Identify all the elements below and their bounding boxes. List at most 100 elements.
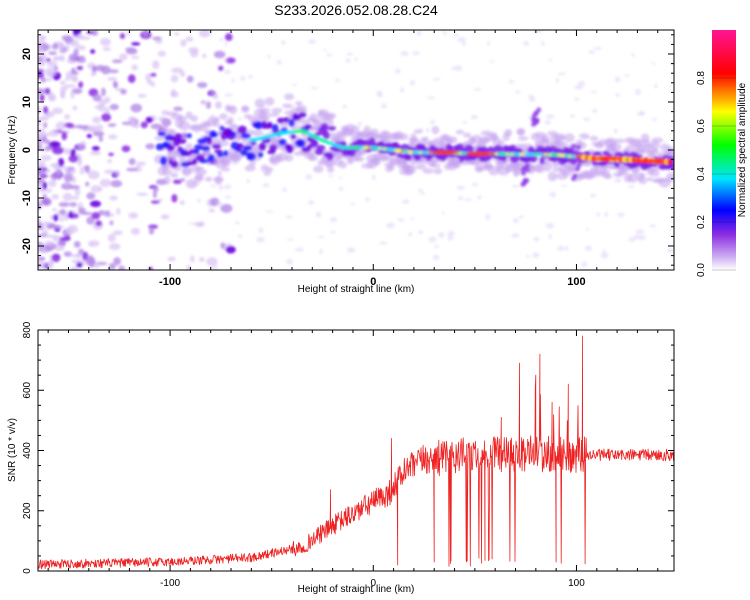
faint-speckle xyxy=(310,86,318,90)
ridge-halo xyxy=(650,168,660,177)
noise-blob xyxy=(86,30,94,35)
noise-blob xyxy=(97,210,106,216)
faint-speckle xyxy=(349,202,356,205)
faint-speckle xyxy=(557,245,564,252)
faint-speckle xyxy=(209,184,217,188)
chart-title: S233.2026.052.08.28.C24 xyxy=(274,2,438,18)
faint-speckle xyxy=(285,215,293,219)
faint-speckle xyxy=(533,236,540,242)
noise-blob xyxy=(125,48,138,55)
noise-blob xyxy=(48,94,57,102)
faint-speckle xyxy=(464,198,473,201)
faint-speckle xyxy=(447,230,455,237)
snr-y-tick-label: 0 xyxy=(22,568,33,574)
noise-blob xyxy=(54,170,62,178)
noise-blob xyxy=(48,51,58,56)
faint-speckle xyxy=(378,92,383,98)
faint-speckle xyxy=(294,247,304,252)
noise-blob xyxy=(70,265,75,270)
faint-speckle xyxy=(417,188,424,193)
snr-x-tick-label: 100 xyxy=(568,578,585,589)
ridge-core xyxy=(246,152,257,161)
noise-blob xyxy=(40,77,47,83)
ridge-core xyxy=(174,133,183,140)
faint-speckle xyxy=(628,237,636,242)
noise-blob xyxy=(83,165,89,170)
ridge-halo xyxy=(550,162,560,168)
noise-blob xyxy=(213,50,226,59)
noise-streak xyxy=(572,149,578,155)
ridge-halo xyxy=(158,116,167,122)
ridge-halo xyxy=(615,138,627,143)
noise-blob xyxy=(179,178,186,182)
faint-speckle xyxy=(654,83,658,89)
noise-blob xyxy=(198,30,211,38)
noise-blob xyxy=(78,207,86,215)
noise-blob xyxy=(105,210,110,217)
ridge-halo xyxy=(338,161,347,169)
noise-blob xyxy=(89,151,102,156)
noise-blob xyxy=(131,55,140,59)
faint-speckle xyxy=(308,200,315,205)
ridge-halo xyxy=(185,143,193,150)
faint-speckle xyxy=(216,202,224,208)
ridge-core xyxy=(493,144,504,154)
faint-speckle xyxy=(574,84,584,90)
spectrogram-y-tick-label: -10 xyxy=(21,190,33,206)
faint-speckle xyxy=(639,111,646,116)
ridge-core xyxy=(662,154,671,160)
noise-blob xyxy=(208,208,215,213)
ridge-core xyxy=(400,143,410,151)
ridge-halo xyxy=(579,133,590,139)
noise-blob xyxy=(131,42,141,46)
faint-speckle xyxy=(526,254,530,258)
ridge-core xyxy=(237,142,244,150)
noise-blob xyxy=(131,64,138,71)
faint-speckle xyxy=(418,229,423,235)
noise-blob xyxy=(57,157,65,167)
noise-blob xyxy=(93,262,100,269)
ridge-halo xyxy=(453,159,461,169)
faint-speckle xyxy=(583,117,590,122)
ridge-core xyxy=(223,150,229,157)
faint-speckle xyxy=(281,40,286,45)
snr-y-tick-label: 200 xyxy=(22,502,33,519)
faint-speckle xyxy=(614,76,621,83)
ridge-halo xyxy=(259,107,270,113)
ridge-halo xyxy=(213,176,224,183)
snr-ylabel: SNR (10 * v/v) xyxy=(7,418,18,482)
ridge-halo xyxy=(275,152,288,162)
noise-blob xyxy=(70,196,80,200)
ridge-halo xyxy=(266,166,274,173)
noise-blob xyxy=(113,81,119,89)
faint-speckle xyxy=(286,238,294,241)
faint-speckle xyxy=(527,116,532,120)
noise-blob xyxy=(86,133,93,139)
noise-blob xyxy=(38,178,45,184)
faint-speckle xyxy=(471,182,479,187)
faint-speckle xyxy=(378,241,388,245)
ridge-halo xyxy=(190,115,198,122)
noise-blob xyxy=(108,134,118,140)
faint-speckle xyxy=(197,198,202,204)
noise-blob xyxy=(68,154,79,163)
faint-speckle xyxy=(615,93,620,97)
faint-speckle xyxy=(590,193,597,198)
ridge-halo xyxy=(163,175,171,185)
ridge-core xyxy=(414,152,422,161)
faint-speckle xyxy=(329,231,337,234)
noise-blob xyxy=(52,235,62,242)
noise-blob xyxy=(103,169,116,174)
noise-blob xyxy=(63,172,74,182)
faint-speckle xyxy=(617,212,625,217)
ridge-halo xyxy=(455,129,465,135)
ridge-halo xyxy=(372,157,381,166)
ridge-halo xyxy=(422,136,430,142)
faint-speckle xyxy=(470,114,478,120)
noise-blob xyxy=(44,78,53,82)
noise-blob xyxy=(59,236,71,242)
noise-blob xyxy=(43,122,48,129)
noise-blob xyxy=(91,145,100,152)
noise-blob xyxy=(91,30,98,37)
